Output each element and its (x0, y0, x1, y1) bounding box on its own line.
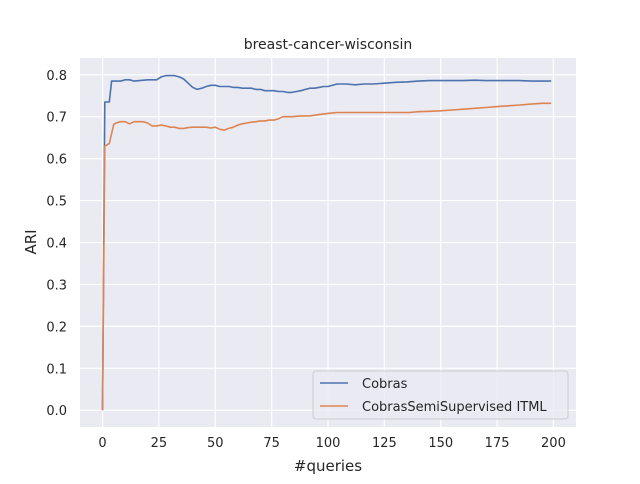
x-tick-label: 100 (316, 436, 341, 451)
legend-box (312, 370, 569, 420)
legend: Cobras CobrasSemiSupervised ITML (312, 370, 569, 420)
x-tick-label: 200 (541, 436, 566, 451)
x-tick-label: 125 (372, 436, 397, 451)
series-line-cobrassemisupervised-itml (101, 102, 552, 411)
y-tick-label: 0.6 (46, 153, 67, 168)
y-tick-label: 0.2 (46, 320, 67, 335)
chart-title: breast-cancer-wisconsin (244, 37, 413, 53)
y-tick-label: 0.3 (46, 278, 67, 293)
x-tick-label: 25 (151, 436, 168, 451)
legend-label-cobras: Cobras (362, 377, 408, 392)
series-line-cobras (101, 74, 552, 411)
y-tick-labels: 0.0 0.1 0.2 0.3 0.4 0.5 0.6 0.7 0.8 (46, 69, 67, 419)
y-tick-label: 0.8 (46, 69, 67, 84)
x-tick-labels: 0 25 50 75 100 125 150 175 200 (98, 436, 565, 451)
y-tick-label: 0.0 (46, 404, 67, 419)
x-tick-label: 150 (428, 436, 453, 451)
y-tick-label: 0.4 (46, 237, 67, 252)
legend-label-cobras-semisupervised-itml: CobrasSemiSupervised ITML (362, 400, 547, 415)
series-layer (101, 74, 552, 411)
x-tick-label: 75 (263, 436, 280, 451)
y-tick-label: 0.1 (46, 362, 67, 377)
y-tick-label: 0.5 (46, 195, 67, 210)
y-tick-label: 0.7 (46, 111, 67, 126)
x-tick-label: 175 (485, 436, 510, 451)
y-axis-label: ARI (22, 229, 40, 254)
x-tick-label: 0 (98, 436, 106, 451)
x-axis-label: #queries (294, 457, 362, 475)
x-tick-label: 50 (207, 436, 224, 451)
